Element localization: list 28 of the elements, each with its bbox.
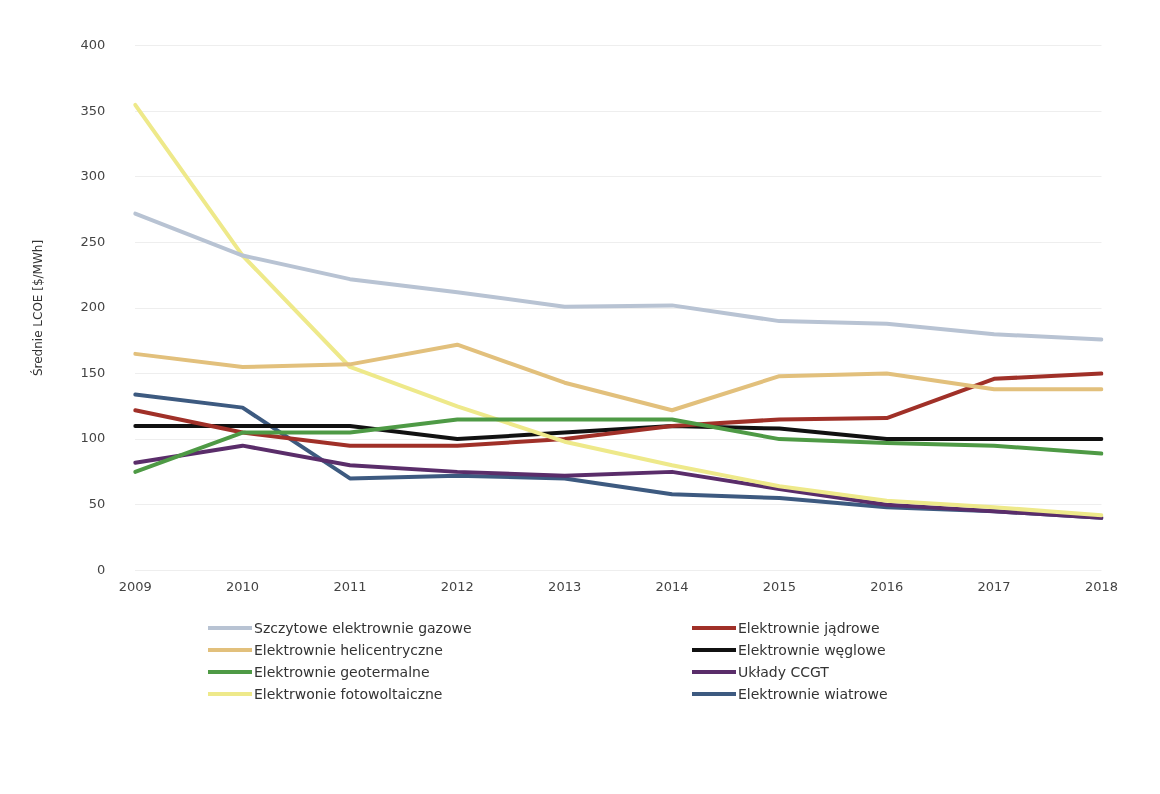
x-tick-label: 2018 [1084, 579, 1118, 595]
y-tick-label: 400 [80, 37, 106, 53]
legend-label: Elektrwonie fotowoltaiczne [254, 686, 443, 702]
x-tick-label: 2013 [548, 579, 582, 595]
y-tick-label: 100 [80, 430, 106, 446]
x-tick-label: 2015 [762, 579, 796, 595]
legend-label: Elektrownie wiatrowe [737, 686, 888, 702]
legend-label: Elektrownie helicentryczne [254, 642, 443, 658]
legend-label: Szczytowe elektrownie gazowe [254, 620, 472, 636]
x-tick-label: 2009 [118, 579, 152, 595]
y-axis-title: Średnie LCOE [$/MWh] [30, 239, 46, 377]
y-tick-label: 350 [80, 102, 106, 118]
legend-label: Układy CCGT [737, 664, 829, 680]
y-tick-label: 150 [80, 364, 106, 380]
x-tick-label: 2014 [655, 579, 689, 595]
x-tick-label: 2011 [333, 579, 367, 595]
legend-label: Elektrownie geotermalne [254, 664, 430, 680]
x-tick-label: 2016 [870, 579, 904, 595]
legend-label: Elektrownie węglowe [737, 642, 886, 658]
y-tick-label: 200 [80, 299, 106, 315]
legend-label: Elektrownie jądrowe [737, 620, 880, 636]
y-tick-label: 250 [80, 233, 106, 249]
y-tick-label: 300 [80, 168, 106, 184]
x-tick-label: 2010 [226, 579, 260, 595]
x-tick-label: 2012 [440, 579, 474, 595]
y-tick-label: 0 [96, 561, 106, 577]
y-tick-label: 50 [88, 496, 106, 512]
x-tick-label: 2017 [977, 579, 1011, 595]
